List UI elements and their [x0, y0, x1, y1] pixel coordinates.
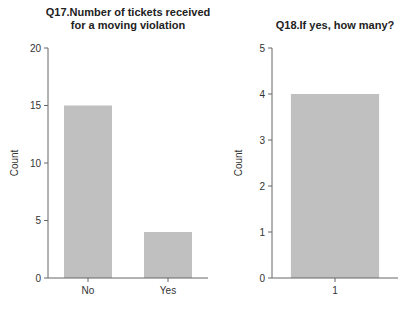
- y-axis: [272, 48, 273, 278]
- y-tick: [268, 232, 272, 233]
- x-axis: [272, 278, 398, 279]
- y-tick-label: 20: [30, 43, 42, 54]
- chart-container: Q17.Number of tickets receivedfor a movi…: [0, 0, 411, 315]
- panel: Q17.Number of tickets receivedfor a movi…: [9, 6, 210, 296]
- x-tick: [335, 278, 336, 282]
- chart-svg: Q17.Number of tickets receivedfor a movi…: [0, 0, 411, 315]
- y-tick-label: 4: [259, 89, 265, 100]
- bars: [291, 94, 379, 278]
- y-tick: [268, 94, 272, 95]
- y-tick-label: 3: [259, 135, 265, 146]
- x-tick: [88, 278, 89, 282]
- x-tick-label: No: [82, 285, 95, 296]
- background: [0, 0, 411, 315]
- y-tick: [268, 278, 272, 279]
- bar: [291, 94, 379, 278]
- chart-title: Q17.Number of tickets receivedfor a movi…: [46, 6, 210, 31]
- bar: [144, 232, 192, 278]
- title-line: Q17.Number of tickets received: [46, 6, 210, 18]
- y-tick-label: 2: [259, 181, 265, 192]
- y-axis-label: Count: [9, 149, 20, 176]
- x-tick-label: Yes: [160, 285, 176, 296]
- y-tick: [268, 140, 272, 141]
- y-tick: [268, 48, 272, 49]
- y-tick: [268, 186, 272, 187]
- y-tick-label: 0: [35, 273, 41, 284]
- y-tick-label: 0: [259, 273, 265, 284]
- title-line: Q18.If yes, how many?: [276, 19, 395, 31]
- y-tick: [44, 220, 48, 221]
- y-tick: [44, 163, 48, 164]
- y-axis: [48, 48, 49, 278]
- y-tick-label: 5: [35, 215, 41, 226]
- y-tick-label: 10: [30, 158, 42, 169]
- x-tick-label: 1: [332, 285, 338, 296]
- panel: Q18.If yes, how many? 0 1 2 3 4 5 Count 1: [233, 19, 398, 296]
- y-tick-label: 5: [259, 43, 265, 54]
- x-tick: [168, 278, 169, 282]
- x-axis: [48, 278, 208, 279]
- y-tick: [44, 278, 48, 279]
- y-tick: [44, 105, 48, 106]
- y-axis-label: Count: [233, 149, 244, 176]
- y-tick-label: 15: [30, 100, 42, 111]
- chart-title: Q18.If yes, how many?: [276, 19, 395, 31]
- y-tick: [44, 48, 48, 49]
- bars: [64, 106, 192, 279]
- y-tick-label: 1: [259, 227, 265, 238]
- title-line: for a moving violation: [71, 19, 186, 31]
- bar: [64, 106, 112, 279]
